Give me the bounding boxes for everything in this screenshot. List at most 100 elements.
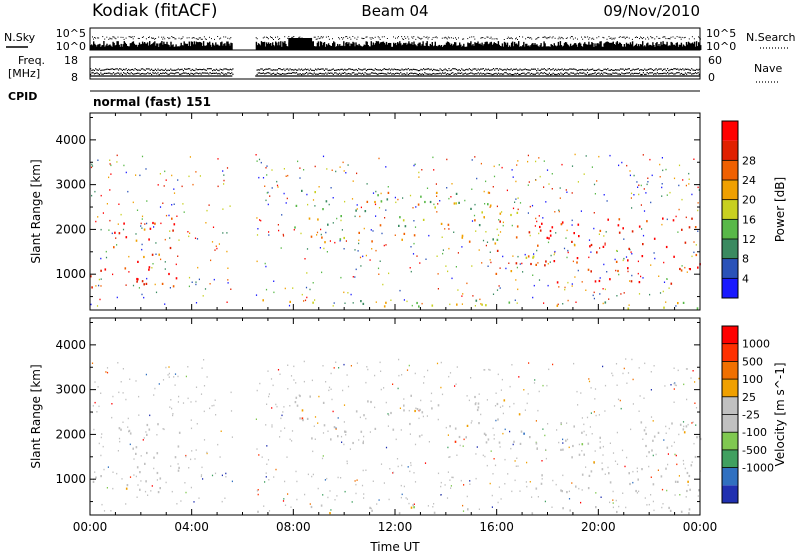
scatter-point [637, 272, 639, 275]
freq-dot [226, 68, 228, 70]
nsky-bar [638, 44, 640, 51]
scatter-point [343, 421, 345, 423]
colorbar-segment [722, 121, 738, 141]
echo-point [412, 504, 414, 507]
scatter-point [616, 250, 618, 252]
scatter-point [399, 407, 401, 409]
freq-dot [459, 70, 461, 72]
freq-dot [462, 69, 464, 71]
freq-dot [494, 69, 496, 71]
scatter-point [307, 203, 309, 206]
scatter-point [665, 168, 667, 171]
nsky-bar [664, 44, 666, 51]
echo-point [136, 280, 138, 283]
scatter-point [332, 305, 334, 307]
x-tick-label: 04:00 [174, 520, 209, 534]
scatter-point [420, 399, 422, 402]
scatter-point [547, 423, 549, 425]
scatter-point [450, 196, 452, 198]
nsky-bar [315, 46, 318, 51]
echo-point [560, 489, 562, 492]
scatter-point [482, 454, 484, 457]
scatter-point [367, 368, 369, 371]
nsky-bar [380, 42, 383, 50]
nave-dot [173, 73, 176, 75]
nsky-bar [368, 46, 370, 50]
scatter-point [432, 506, 434, 508]
scatter-point [691, 255, 693, 258]
nsearch-dot [279, 38, 281, 40]
scatter-point [515, 465, 517, 467]
freq-dot [119, 68, 121, 70]
nsky-bar [447, 42, 450, 50]
scatter-point [288, 304, 291, 307]
scatter-point [275, 403, 277, 406]
scatter-point [489, 259, 491, 261]
nsearch-dot [441, 37, 443, 39]
nsky-bar [478, 43, 480, 50]
echo-point [403, 404, 405, 407]
echo-point [699, 437, 702, 441]
scatter-point [390, 299, 392, 301]
nsky-bar [535, 44, 537, 50]
nsky-bar [256, 45, 259, 51]
echo-point [618, 231, 621, 234]
freq-dot [314, 68, 317, 70]
echo-point [535, 442, 538, 445]
nsky-bar [614, 44, 616, 50]
scatter-point [588, 239, 591, 241]
scatter-point [100, 285, 102, 287]
nave-dot [515, 73, 517, 75]
freq-dot [536, 70, 538, 72]
nsky-bar [228, 43, 230, 50]
nsky-bar [472, 44, 474, 50]
nave-dot [398, 73, 400, 75]
nsearch-dot [383, 36, 385, 38]
nsky-bar [524, 46, 526, 51]
nave-dot [200, 73, 202, 75]
scatter-point [100, 228, 102, 231]
scatter-point [265, 472, 267, 474]
scatter-point [173, 376, 175, 378]
echo-point [159, 487, 161, 490]
scatter-point [674, 382, 676, 384]
scatter-point [616, 295, 618, 297]
nsearch-dot [417, 36, 419, 38]
nsky-bar [618, 42, 621, 50]
scatter-point [509, 430, 511, 433]
scatter-point [363, 497, 365, 499]
scatter-point [599, 441, 601, 443]
nsky-bar [107, 46, 109, 51]
scatter-point [287, 174, 289, 177]
scatter-point [517, 160, 519, 162]
scatter-point [201, 466, 203, 469]
freq-dot [477, 68, 479, 70]
echo-point [377, 194, 379, 197]
scatter-point [397, 387, 399, 390]
scatter-point [485, 180, 487, 183]
freq-dot [187, 68, 190, 70]
scatter-point [264, 185, 266, 187]
freq-dot [381, 69, 383, 72]
echo-point [617, 269, 619, 273]
nsearch-dot [168, 38, 170, 40]
scatter-point [485, 231, 487, 233]
nave-dot [93, 73, 95, 75]
nsearch-dot [536, 38, 538, 40]
echo-point [525, 256, 528, 259]
scatter-point [623, 238, 625, 240]
freq-dot [335, 69, 337, 71]
scatter-point [599, 277, 601, 279]
scatter-point [578, 443, 580, 446]
scatter-point [510, 447, 512, 450]
echo-point [601, 468, 604, 471]
echo-point [487, 203, 489, 206]
scatter-point [585, 466, 587, 468]
scatter-point [297, 160, 299, 163]
nave-dot [331, 72, 333, 74]
scatter-point [392, 472, 394, 474]
nave-dot [522, 72, 524, 74]
scatter-point [416, 255, 418, 257]
scatter-point [189, 232, 191, 234]
echo-point [325, 200, 328, 203]
